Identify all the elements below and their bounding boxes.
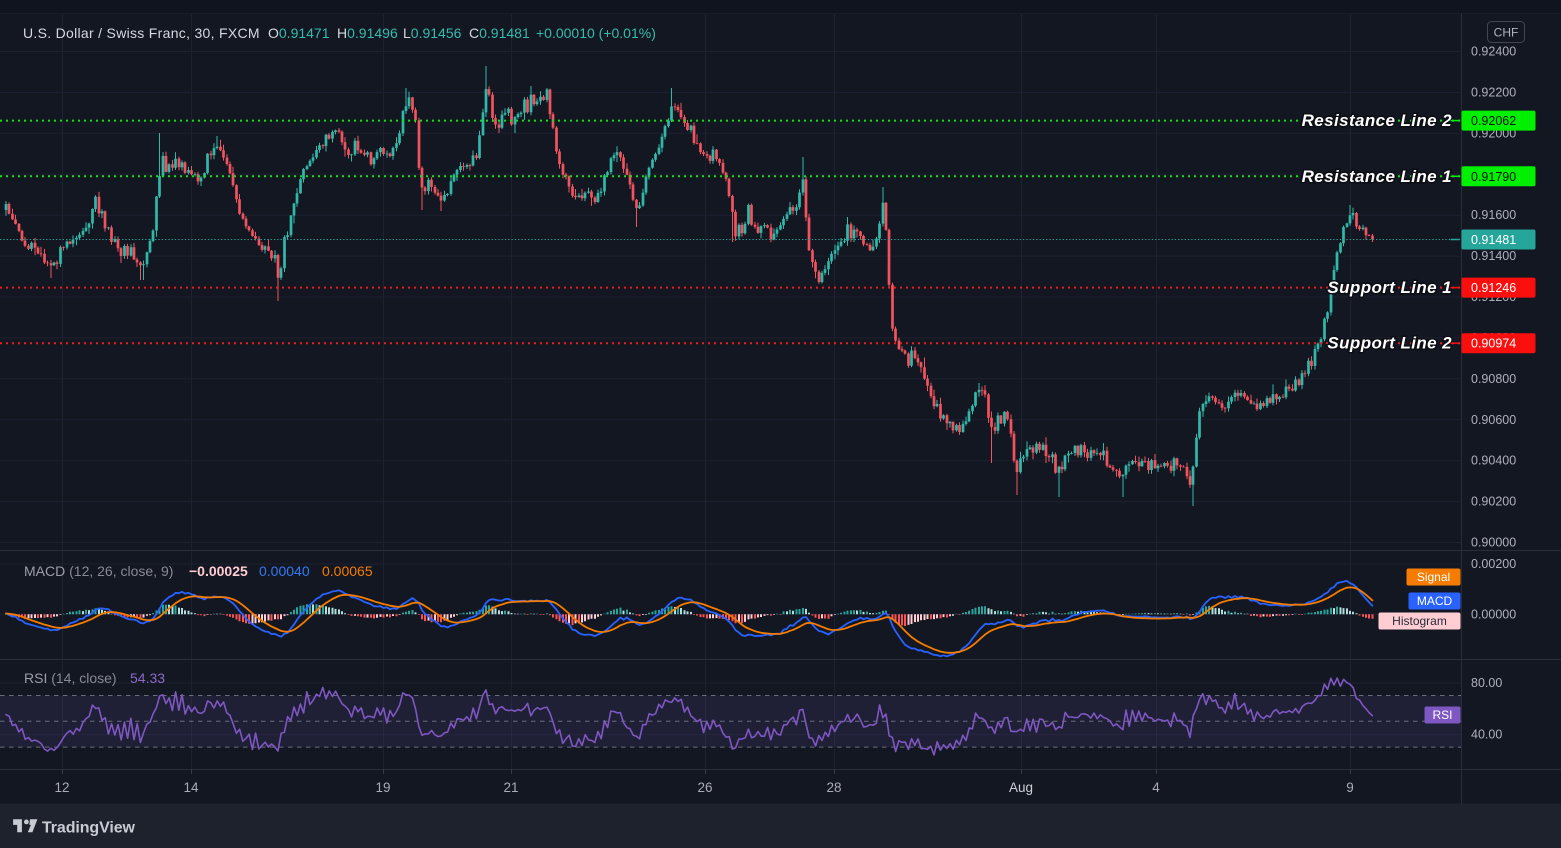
svg-text:Histogram: Histogram [1392, 614, 1447, 628]
svg-text:0.90400: 0.90400 [1471, 454, 1516, 468]
svg-text:0.90200: 0.90200 [1471, 495, 1516, 509]
svg-text:U.S. Dollar / Swiss Franc, 30,: U.S. Dollar / Swiss Franc, 30, FXCM [23, 25, 260, 41]
svg-text:O0.91471: O0.91471 [268, 25, 330, 41]
svg-text:0.90974: 0.90974 [1471, 337, 1516, 351]
svg-text:28: 28 [826, 780, 841, 795]
svg-text:0.00200: 0.00200 [1471, 557, 1516, 571]
svg-text:RSI (14, close)54.33: RSI (14, close) 54.33 [24, 670, 165, 686]
svg-text:12: 12 [54, 780, 69, 795]
svg-text:0.90000: 0.90000 [1471, 536, 1516, 550]
svg-text:0.91246: 0.91246 [1471, 281, 1516, 295]
svg-text:40.00: 40.00 [1471, 728, 1502, 742]
svg-text:0.92062: 0.92062 [1471, 114, 1516, 128]
svg-text:Signal: Signal [1417, 570, 1450, 584]
svg-text:9: 9 [1346, 780, 1354, 795]
svg-text:Aug: Aug [1009, 780, 1033, 795]
svg-text:0.92400: 0.92400 [1471, 45, 1516, 59]
svg-text:0.00000: 0.00000 [1471, 607, 1516, 621]
svg-text:26: 26 [697, 780, 712, 795]
svg-text:0.90800: 0.90800 [1471, 372, 1516, 386]
svg-text:0.91600: 0.91600 [1471, 208, 1516, 222]
svg-text:H0.91496: H0.91496 [337, 25, 398, 41]
svg-text:RSI: RSI [1432, 708, 1452, 722]
svg-text:Support Line 1: Support Line 1 [1327, 278, 1452, 297]
svg-text:0.92200: 0.92200 [1471, 85, 1516, 99]
svg-text:0.91790: 0.91790 [1471, 170, 1516, 184]
svg-text:C0.91481: C0.91481 [469, 25, 530, 41]
svg-text:19: 19 [375, 780, 390, 795]
svg-text:+0.00010 (+0.01%): +0.00010 (+0.01%) [536, 25, 656, 41]
svg-text:TradingView: TradingView [42, 820, 136, 837]
svg-text:4: 4 [1152, 780, 1160, 795]
svg-text:14: 14 [183, 780, 199, 795]
svg-text:0.90600: 0.90600 [1471, 413, 1516, 427]
svg-text:21: 21 [503, 780, 518, 795]
svg-text:CHF: CHF [1494, 26, 1519, 40]
svg-text:Support Line 2: Support Line 2 [1327, 334, 1452, 353]
svg-text:80.00: 80.00 [1471, 676, 1502, 690]
svg-text:0.91400: 0.91400 [1471, 249, 1516, 263]
svg-text:L0.91456: L0.91456 [403, 25, 462, 41]
svg-text:Resistance Line 2: Resistance Line 2 [1302, 111, 1453, 130]
svg-text:MACD: MACD [1417, 594, 1453, 608]
svg-text:0.91481: 0.91481 [1471, 233, 1516, 247]
svg-text:Resistance Line 1: Resistance Line 1 [1302, 167, 1452, 186]
svg-text:MACD (12, 26, close, 9)−0.0002: MACD (12, 26, close, 9) −0.00025 0.00040 0.… [24, 563, 373, 579]
